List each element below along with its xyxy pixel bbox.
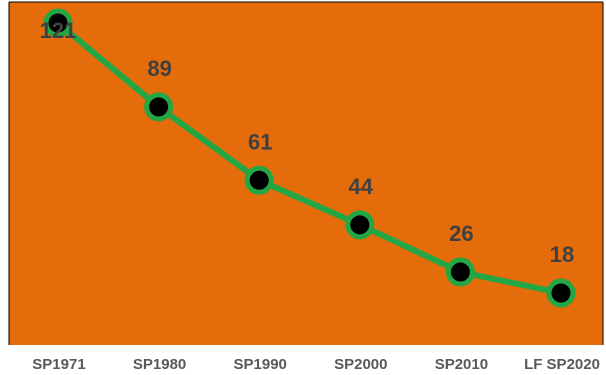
data-point-sp2000 [345, 210, 375, 240]
x-tick-label-lf-sp2020: LF SP2020 [524, 356, 600, 373]
data-point-lf-sp2020 [546, 278, 576, 308]
x-tick-label-sp2010: SP2010 [435, 356, 488, 373]
series-line [55, 20, 564, 296]
data-label-sp1971: 121 [40, 18, 77, 43]
data-point-sp2010 [445, 257, 475, 287]
data-label-sp1990: 61 [248, 129, 272, 154]
x-tick-label-sp1971: SP1971 [32, 356, 85, 373]
data-point-sp1990 [244, 165, 274, 195]
x-axis-tick-labels: SP1971 SP1980 SP1990 SP2000 SP2010 LF SP2020 [32, 356, 600, 373]
data-markers [43, 8, 576, 308]
x-tick-label-sp1990: SP1990 [234, 356, 287, 373]
x-tick-label-sp1980: SP1980 [133, 356, 186, 373]
x-tick-label-sp2000: SP2000 [334, 356, 387, 373]
data-label-lf-sp2020: 18 [550, 242, 574, 267]
data-label-sp1980: 89 [147, 56, 171, 81]
data-point-sp1980 [144, 92, 174, 122]
data-labels: 121 89 61 44 26 18 [40, 18, 575, 267]
data-label-sp2000: 44 [349, 174, 374, 199]
plot-area [9, 2, 603, 345]
data-point-sp1971 [43, 8, 73, 38]
data-label-sp2010: 26 [449, 221, 473, 246]
